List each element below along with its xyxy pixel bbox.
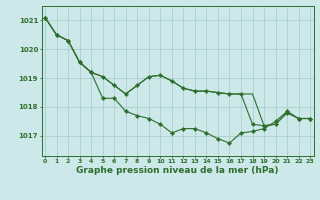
X-axis label: Graphe pression niveau de la mer (hPa): Graphe pression niveau de la mer (hPa) xyxy=(76,166,279,175)
